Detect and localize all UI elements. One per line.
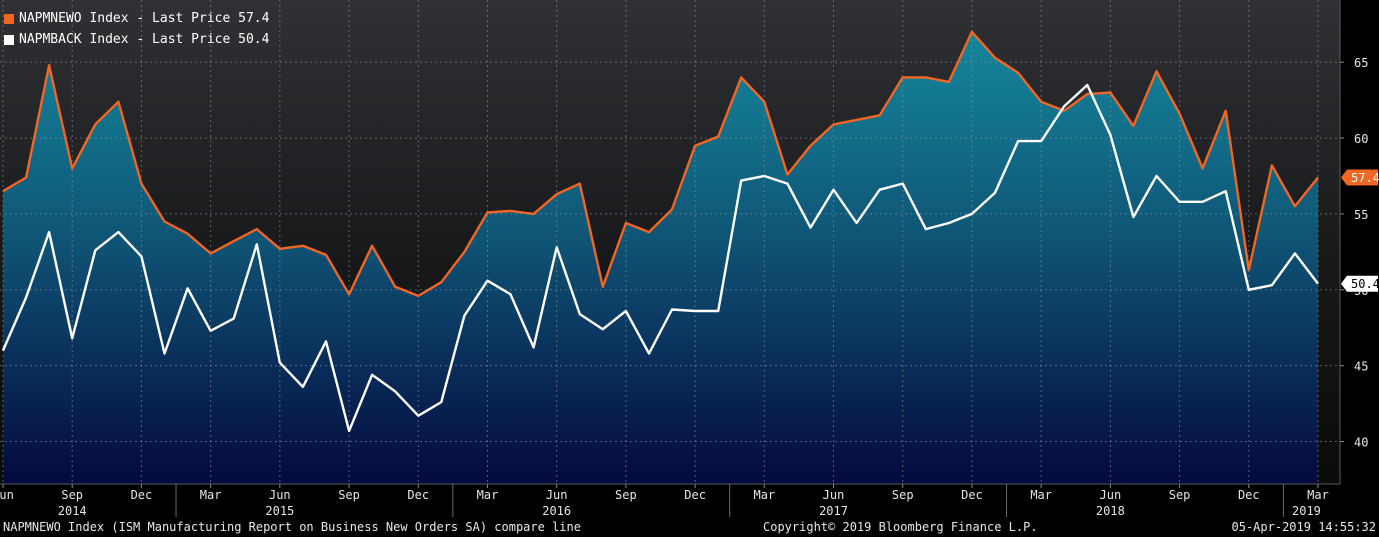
footer-timestamp: 05-Apr-2019 14:55:32: [1231, 520, 1377, 534]
footer-bar: NAPMNEWO Index (ISM Manufacturing Report…: [0, 517, 1379, 537]
chart-canvas: 404550556065 JunSepDecMarJunSepDecMarJun…: [0, 0, 1379, 517]
x-tick-label: Jun: [269, 488, 291, 502]
y-tick-label: 60: [1354, 132, 1368, 146]
x-year-label: 2018: [1096, 504, 1125, 517]
x-year-label: 2019: [1292, 504, 1321, 517]
y-tick-label: 45: [1354, 360, 1368, 374]
footer-copyright: Copyright© 2019 Bloomberg Finance L.P.: [763, 520, 1038, 534]
x-tick-label: Sep: [338, 488, 360, 502]
x-tick-label: Sep: [1169, 488, 1191, 502]
y-tick-label: 65: [1354, 56, 1368, 70]
legend-swatch-white: [4, 34, 14, 45]
badge-text: 50.4: [1351, 277, 1379, 291]
badge-text: 57.4: [1351, 171, 1379, 185]
x-year-label: 2017: [819, 504, 848, 517]
x-tick-label: Mar: [753, 488, 775, 502]
legend-item-napmback: NAPMBACK Index - Last Price 50.4: [4, 29, 269, 50]
x-tick-label: Dec: [407, 488, 429, 502]
x-tick-label: Mar: [1307, 488, 1329, 502]
x-tick-label: Mar: [200, 488, 222, 502]
x-tick-label: Sep: [615, 488, 637, 502]
legend-swatch-orange: [4, 13, 14, 24]
legend: NAPMNEWO Index - Last Price 57.4 NAPMBAC…: [4, 8, 269, 50]
x-tick-label: Sep: [61, 488, 83, 502]
x-tick-label: Jun: [1100, 488, 1122, 502]
badge-shape: [1341, 275, 1378, 292]
x-tick-label: Jun: [0, 488, 14, 502]
last-value-badge-napmback: 50.4: [1341, 275, 1379, 292]
x-tick-label: Mar: [1030, 488, 1052, 502]
series-line-napmnewo: [2, 30, 1319, 298]
legend-value-napmback: 50.4: [238, 32, 270, 47]
x-year-label: 2015: [265, 504, 294, 517]
legend-label-napmback: NAPMBACK Index - Last Price: [19, 32, 231, 47]
x-tick-label: Dec: [1238, 488, 1260, 502]
x-year-label: 2016: [542, 504, 571, 517]
x-tick-label: Dec: [131, 488, 153, 502]
x-axis-panel: [0, 484, 1379, 517]
x-tick-label: Dec: [961, 488, 983, 502]
legend-value-napmnewo: 57.4: [238, 11, 270, 26]
x-tick-label: Jun: [546, 488, 568, 502]
y-tick-label: 55: [1354, 208, 1368, 222]
series-area-napmnewo: [3, 31, 1318, 485]
badge-shape: [1341, 169, 1378, 186]
series-line-napmback: [1, 83, 1319, 433]
x-tick-label: Jun: [823, 488, 845, 502]
footer-description: NAPMNEWO Index (ISM Manufacturing Report…: [3, 520, 581, 534]
x-tick-label: Mar: [477, 488, 499, 502]
x-tick-label: Dec: [684, 488, 706, 502]
legend-item-napmnewo: NAPMNEWO Index - Last Price 57.4: [4, 8, 269, 29]
x-year-label: 2014: [58, 504, 87, 517]
y-axis-panel: [1340, 0, 1379, 517]
x-tick-label: Sep: [892, 488, 914, 502]
y-tick-label: 40: [1354, 436, 1368, 450]
legend-label-napmnewo: NAPMNEWO Index - Last Price: [19, 11, 231, 26]
last-value-badge-napmnewo: 57.4: [1341, 169, 1379, 186]
